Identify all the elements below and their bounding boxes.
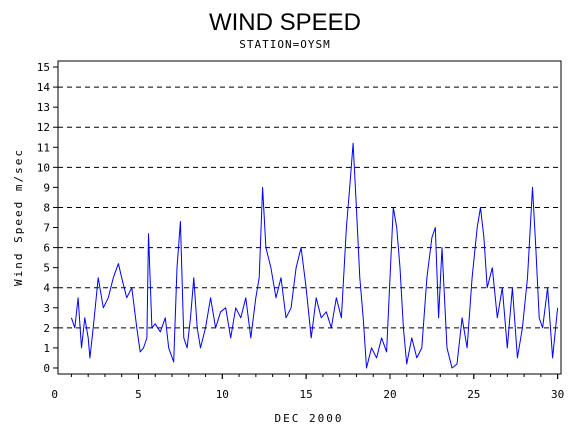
x-axis-ticks: 0 5 10 15 20 25 30 — [51, 374, 564, 401]
x-axis-label: DEC 2000 — [275, 412, 344, 425]
y-tick-label-0: 0 — [43, 362, 50, 375]
x-tick-label-25: 25 — [467, 388, 480, 401]
y-tick-label-10: 10 — [37, 161, 50, 174]
x-tick-label-0: 0 — [51, 388, 58, 401]
y-tick-label-9: 9 — [43, 181, 50, 194]
chart-subtitle: STATION=OYSM — [239, 38, 330, 51]
y-tick-label-3: 3 — [43, 302, 50, 315]
series-line-0 — [70, 142, 559, 369]
y-tick-label-1: 1 — [43, 342, 50, 355]
chart-title: WIND SPEED — [209, 9, 361, 36]
x-tick-label-10: 10 — [216, 388, 229, 401]
y-tick-label-4: 4 — [43, 282, 50, 295]
y-tick-label-12: 12 — [37, 121, 50, 134]
y-tick-label-13: 13 — [37, 101, 50, 114]
x-tick-label-30: 30 — [551, 388, 564, 401]
y-axis-label: Wind Speed m/sec — [12, 148, 25, 286]
x-tick-label-15: 15 — [300, 388, 313, 401]
y-tick-label-5: 5 — [43, 262, 50, 275]
y-tick-label-7: 7 — [43, 222, 50, 235]
gridlines — [58, 86, 561, 329]
x-tick-label-5: 5 — [135, 388, 142, 401]
y-tick-label-11: 11 — [37, 141, 50, 154]
y-tick-label-8: 8 — [43, 201, 50, 214]
y-tick-label-15: 15 — [37, 61, 50, 74]
plot-frame — [57, 60, 562, 375]
x-tick-label-20: 20 — [383, 388, 396, 401]
y-tick-label-14: 14 — [37, 81, 51, 94]
y-tick-label-2: 2 — [43, 322, 50, 335]
series-group — [70, 142, 559, 369]
y-tick-label-6: 6 — [43, 242, 50, 255]
